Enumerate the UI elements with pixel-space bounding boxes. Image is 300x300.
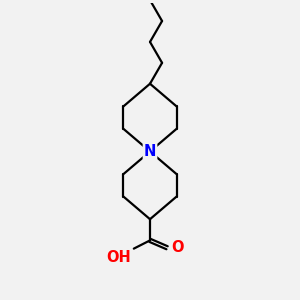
Text: O: O [171,240,183,255]
Text: N: N [144,144,156,159]
Text: OH: OH [107,250,131,265]
